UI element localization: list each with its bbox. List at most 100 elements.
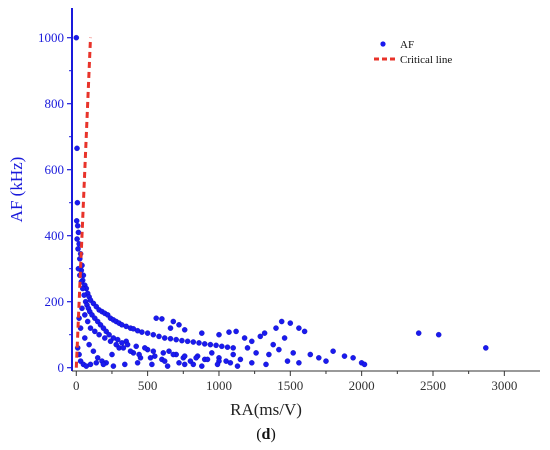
data-point [127,348,134,354]
data-point [253,350,259,356]
data-point [199,330,205,336]
data-point [278,318,285,325]
data-point [307,351,314,358]
data-point [273,325,279,331]
y-tick-label: 800 [45,96,65,111]
data-point [435,331,442,338]
data-point [179,337,185,344]
data-point [136,351,142,358]
data-point [167,325,174,331]
data-point [166,348,172,354]
data-point [82,335,88,341]
data-point [234,363,241,369]
data-point [184,338,191,345]
data-point [79,285,86,292]
data-point [75,246,81,252]
data-point [81,292,87,298]
data-point [301,328,308,335]
data-point [167,335,174,342]
data-point [79,305,85,312]
data-point [173,336,179,343]
data-point [226,329,232,335]
data-point [96,331,102,338]
data-point [86,341,92,348]
y-tick-label: 400 [45,228,65,243]
data-point [261,330,268,336]
data-point [161,358,168,364]
data-point [139,329,145,335]
data-point [350,355,356,361]
data-point [73,34,80,41]
data-point [361,361,368,368]
critical-line [74,37,92,368]
data-point [266,351,272,358]
data-point [153,315,159,321]
data-point [213,342,219,349]
data-point [170,351,177,358]
data-point [87,361,94,368]
data-point [164,363,171,369]
data-point [296,360,302,366]
data-point [207,341,214,348]
data-point [176,360,182,366]
data-point [181,327,188,333]
data-point [281,335,288,341]
y-tick-label: 1000 [38,30,64,45]
data-point [106,331,112,338]
x-tick-label: 3000 [491,378,517,393]
data-point [160,350,167,356]
data-point [150,348,157,354]
data-point [161,335,168,341]
data-point [119,340,125,346]
data-point [134,360,141,366]
data-point [110,363,117,369]
data-point [114,336,121,343]
data-point [147,355,154,361]
data-point [316,355,322,361]
data-point [483,345,489,351]
data-point [196,340,202,346]
data-point [201,341,208,347]
legend-marker-af [380,41,386,47]
data-point [241,335,248,341]
data-point [181,353,188,359]
data-point [93,360,100,366]
data-point [73,218,80,224]
data-point [230,351,236,358]
data-point [120,345,127,351]
data-point [92,328,98,335]
data-point [284,358,291,364]
data-point [124,341,131,348]
data-point [159,316,165,322]
data-point [75,229,82,236]
data-point [190,361,197,368]
data-point [415,330,422,336]
panel-label-open: ( [256,426,261,443]
data-point [227,360,234,366]
data-point [74,236,80,242]
y-axis-label: AF (kHz) [7,157,26,223]
data-point [176,322,182,328]
data-point [214,361,221,368]
data-point [204,356,211,363]
data-point [199,363,205,369]
x-tick-label: 1000 [206,378,232,393]
data-point [107,338,114,345]
data-point [144,330,151,336]
data-point [142,345,148,351]
data-point [233,328,239,335]
data-point [102,335,108,341]
data-point [133,343,139,350]
data-point [330,348,336,354]
x-tick-label: 0 [73,378,80,393]
data-point [341,353,348,359]
data-point [84,318,91,325]
data-point [237,356,244,363]
y-tick-label: 600 [45,162,65,177]
data-point [230,345,236,351]
legend-label: AF [400,39,414,51]
data-point [82,312,88,318]
data-point [296,325,302,331]
data-point [90,348,97,354]
